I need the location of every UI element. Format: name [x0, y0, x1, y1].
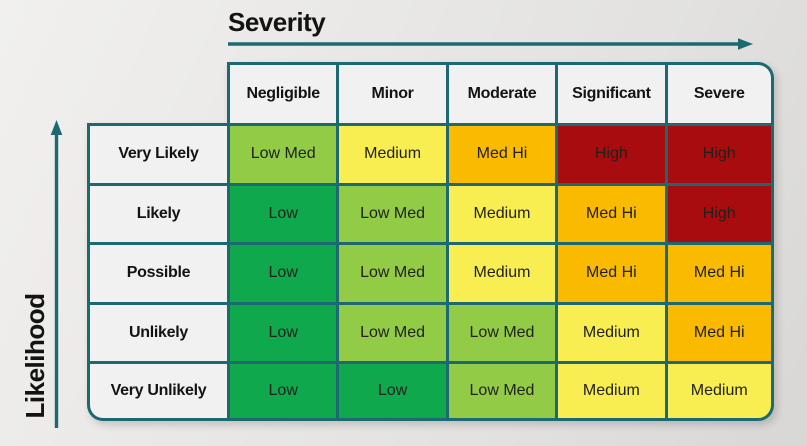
column-header-minor: Minor	[336, 62, 446, 123]
risk-cell: Med Hi	[664, 242, 774, 302]
risk-cell: Low	[227, 301, 337, 362]
risk-cell: Med Hi	[445, 123, 556, 183]
risk-cell: Medium	[555, 361, 665, 421]
risk-cell: Low Med	[445, 301, 556, 362]
risk-cell: Medium	[555, 301, 665, 362]
risk-cell: Low Med	[445, 361, 556, 421]
row-header-very-unlikely: Very Unlikely	[87, 361, 227, 421]
risk-cell: Low	[227, 242, 337, 302]
row-header-likely: Likely	[87, 182, 227, 243]
risk-cell: Low Med	[227, 123, 337, 183]
risk-cell: Med Hi	[555, 182, 665, 243]
row-header-very-likely: Very Likely	[87, 123, 227, 183]
risk-matrix-table: Negligible Minor Moderate Significant Se…	[87, 62, 774, 421]
risk-cell: High	[664, 182, 774, 243]
likelihood-axis-arrow-icon	[50, 120, 63, 428]
risk-cell: Med Hi	[555, 242, 665, 302]
risk-cell: Medium	[664, 361, 774, 421]
column-header-severe: Severe	[664, 62, 774, 123]
severity-axis-title: Severity	[228, 7, 326, 37]
risk-cell: Low	[227, 361, 337, 421]
risk-cell: Med Hi	[664, 301, 774, 362]
column-header-negligible: Negligible	[227, 62, 337, 123]
risk-cell: Medium	[336, 123, 446, 183]
row-header-unlikely: Unlikely	[87, 301, 227, 362]
column-header-moderate: Moderate	[445, 62, 556, 123]
risk-cell: Low	[227, 182, 337, 243]
likelihood-axis-title: Likelihood	[20, 293, 50, 419]
risk-cell: High	[664, 123, 774, 183]
severity-axis-arrow-icon	[228, 38, 753, 50]
risk-cell: High	[555, 123, 665, 183]
risk-cell: Low Med	[336, 301, 446, 362]
column-header-significant: Significant	[555, 62, 665, 123]
risk-cell: Low Med	[336, 242, 446, 302]
risk-cell: Low	[336, 361, 446, 421]
risk-cell: Low Med	[336, 182, 446, 243]
risk-cell: Medium	[445, 182, 556, 243]
matrix-corner-spacer	[87, 62, 227, 123]
row-header-possible: Possible	[87, 242, 227, 302]
risk-cell: Medium	[445, 242, 556, 302]
